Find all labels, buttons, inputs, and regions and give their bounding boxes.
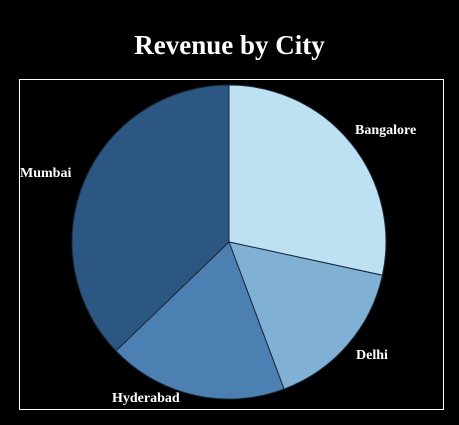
slice-label-bangalore: Bangalore — [355, 123, 416, 138]
pie-slice-hyderabad — [115, 241, 285, 400]
chart-title: Revenue by City — [134, 30, 325, 60]
slice-label-delhi: Delhi — [356, 348, 388, 363]
pie-slice-mumbai — [71, 84, 230, 352]
pie-slice-bangalore — [228, 84, 387, 276]
slice-label-mumbai: Mumbai — [20, 166, 71, 181]
slice-label-hyderabad: Hyderabad — [112, 391, 180, 406]
plot-area-border — [19, 79, 444, 410]
pie-slice-delhi — [228, 241, 384, 390]
